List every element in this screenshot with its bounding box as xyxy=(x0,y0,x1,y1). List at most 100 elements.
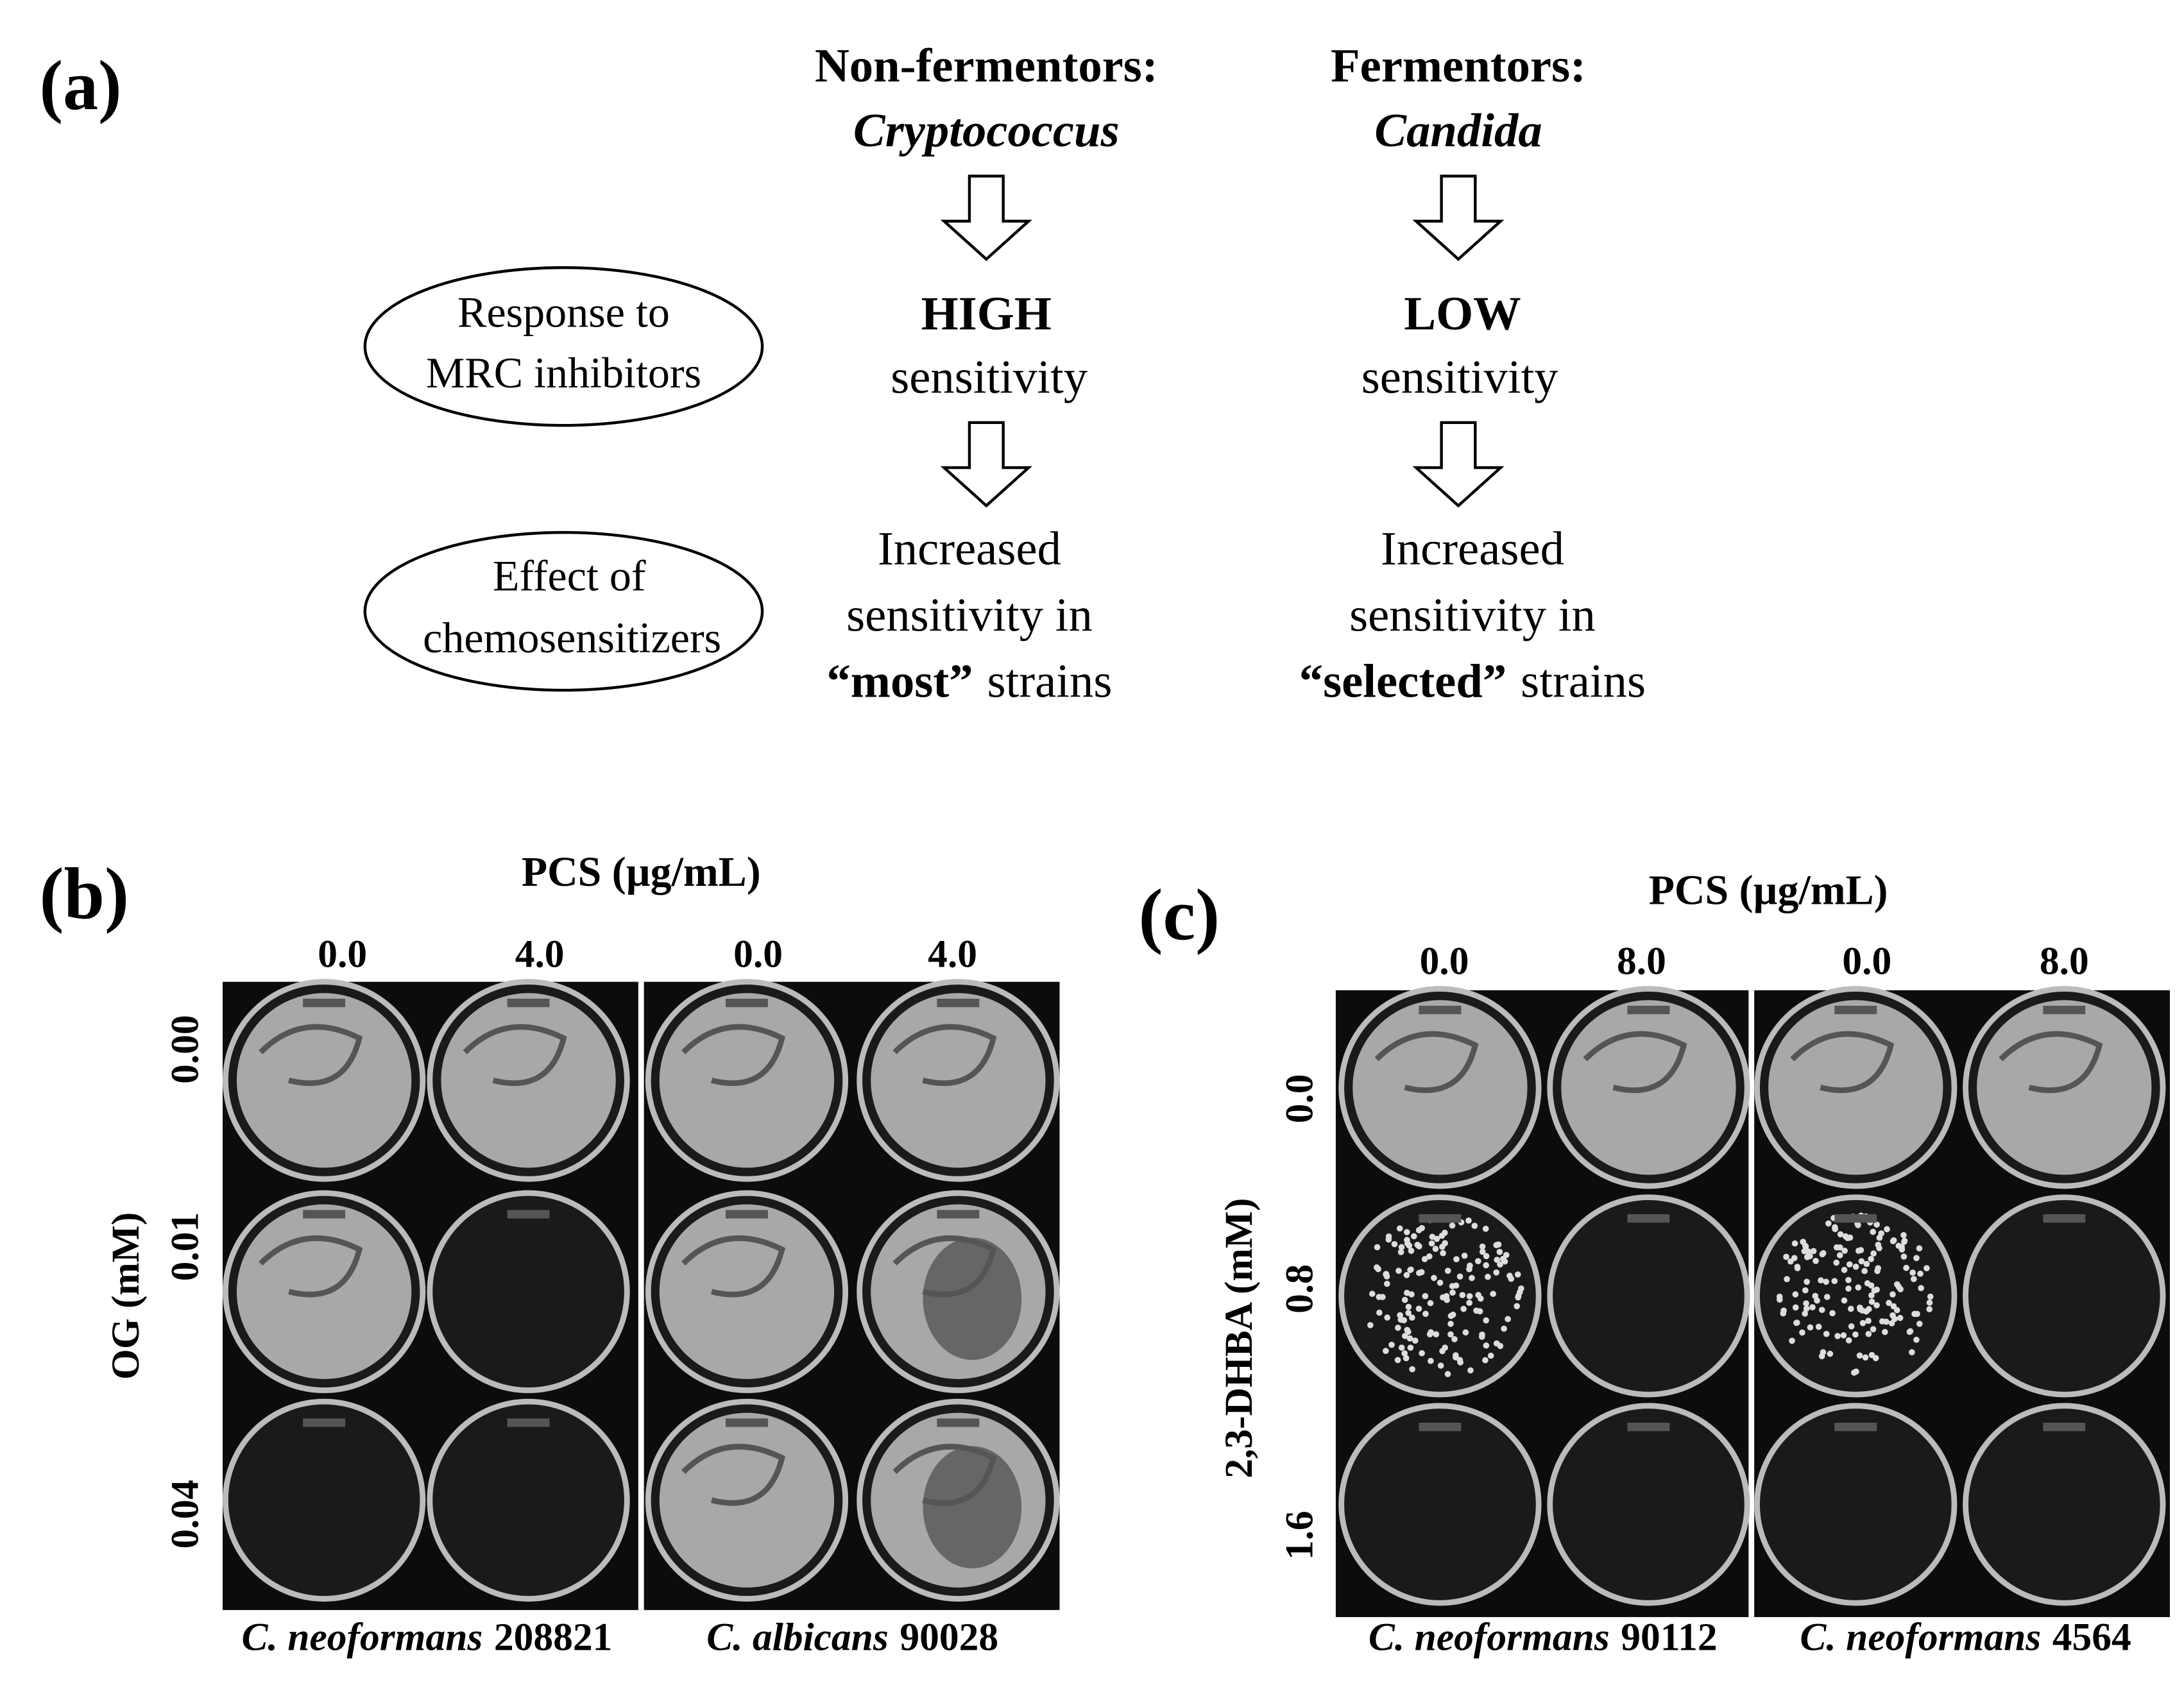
colony xyxy=(1374,1244,1381,1251)
colony xyxy=(1421,1256,1428,1262)
colony xyxy=(1813,1257,1819,1264)
colony xyxy=(1419,1224,1425,1232)
strain-label: C. neoformans 4564 xyxy=(1800,1616,2131,1659)
growth-streak xyxy=(1583,1031,1687,1094)
plate-rim xyxy=(1963,1194,2166,1398)
growth-streak xyxy=(681,1235,785,1298)
plate-label xyxy=(937,1418,980,1427)
colony xyxy=(1442,1230,1448,1236)
plate-label xyxy=(303,1418,346,1427)
colony xyxy=(1494,1257,1501,1263)
x-label: 4.0 xyxy=(928,932,977,976)
colony xyxy=(1909,1349,1915,1356)
level: LOW xyxy=(1404,287,1521,340)
growth-streak xyxy=(463,1024,567,1087)
colony xyxy=(1823,1278,1829,1285)
colony xyxy=(1846,1261,1853,1268)
colony xyxy=(1883,1318,1890,1325)
arrow xyxy=(1412,421,1505,508)
colony xyxy=(1391,1241,1398,1248)
colony xyxy=(1398,1244,1405,1251)
colony xyxy=(1897,1314,1904,1321)
colony xyxy=(1449,1289,1456,1296)
colony xyxy=(1403,1355,1410,1362)
colony xyxy=(1803,1300,1809,1307)
colony xyxy=(1447,1312,1455,1319)
colony xyxy=(1865,1317,1872,1325)
colony xyxy=(1518,1285,1524,1292)
colony xyxy=(1856,1352,1863,1359)
colony xyxy=(1428,1357,1434,1364)
plate-label xyxy=(1834,1214,1877,1223)
colony xyxy=(1862,1354,1869,1361)
colony xyxy=(1453,1256,1460,1262)
colony xyxy=(1890,1237,1897,1244)
colony xyxy=(1401,1332,1408,1339)
colony xyxy=(1462,1329,1469,1336)
ellipse xyxy=(363,266,764,427)
plate-rim xyxy=(223,1398,426,1602)
colony xyxy=(1422,1310,1429,1317)
colony xyxy=(1802,1242,1809,1249)
level-text: sensitivity xyxy=(1361,350,1559,403)
growth-streak xyxy=(1374,1031,1479,1094)
row-label: chemosensitizers xyxy=(423,613,721,662)
colony xyxy=(1444,1371,1451,1378)
colony xyxy=(1461,1252,1468,1259)
colony xyxy=(1422,1292,1429,1300)
colony xyxy=(1427,1300,1434,1307)
growth-streak xyxy=(259,1024,363,1087)
colony xyxy=(1405,1328,1412,1335)
colony xyxy=(1466,1292,1473,1300)
plate-label xyxy=(2043,1214,2086,1223)
colony xyxy=(1847,1234,1854,1241)
colony xyxy=(1916,1245,1923,1252)
colony xyxy=(1433,1331,1440,1338)
colony xyxy=(1831,1278,1838,1285)
plate-label xyxy=(303,1210,346,1219)
ellipse xyxy=(363,530,764,692)
colony xyxy=(1870,1250,1877,1257)
colony xyxy=(1398,1344,1405,1351)
colony xyxy=(1493,1242,1500,1248)
colony xyxy=(1878,1230,1884,1237)
colony xyxy=(1415,1305,1422,1312)
colony xyxy=(1440,1249,1446,1257)
arrow xyxy=(940,174,1032,262)
colony xyxy=(1818,1277,1824,1283)
colony xyxy=(1479,1248,1486,1255)
colony xyxy=(1466,1300,1472,1307)
colony xyxy=(1483,1342,1490,1349)
colony xyxy=(1868,1351,1875,1359)
colony xyxy=(1893,1307,1900,1314)
strain-id: 90112 xyxy=(1621,1616,1717,1659)
plate-label xyxy=(937,1210,980,1219)
growth-streak xyxy=(1999,1031,2103,1094)
plate-label xyxy=(937,999,980,1008)
colony xyxy=(1870,1326,1877,1333)
colony xyxy=(1809,1304,1816,1310)
growth-streak xyxy=(892,1235,997,1298)
effect-rest: strains xyxy=(1521,655,1646,708)
colony xyxy=(1837,1231,1844,1238)
y-label: 0.00 xyxy=(163,1015,207,1084)
colony xyxy=(1487,1352,1494,1359)
colony xyxy=(1926,1299,1933,1306)
group-title: Fermentors: xyxy=(1331,39,1586,92)
colony xyxy=(1403,1229,1410,1235)
colony xyxy=(1859,1307,1866,1314)
x-title: PCS (µg/mL) xyxy=(1649,867,1888,914)
colony xyxy=(1376,1309,1383,1316)
colony xyxy=(1496,1248,1503,1255)
colony xyxy=(1410,1233,1417,1240)
colony xyxy=(1367,1322,1374,1328)
colony xyxy=(1784,1276,1790,1282)
plate-label xyxy=(726,1210,768,1219)
colony xyxy=(1820,1349,1827,1356)
colony xyxy=(1890,1291,1896,1298)
colony xyxy=(1460,1305,1467,1312)
colony xyxy=(1909,1269,1916,1276)
colony xyxy=(1473,1307,1480,1314)
colony xyxy=(1874,1267,1881,1275)
plate-label xyxy=(2043,1005,2086,1015)
